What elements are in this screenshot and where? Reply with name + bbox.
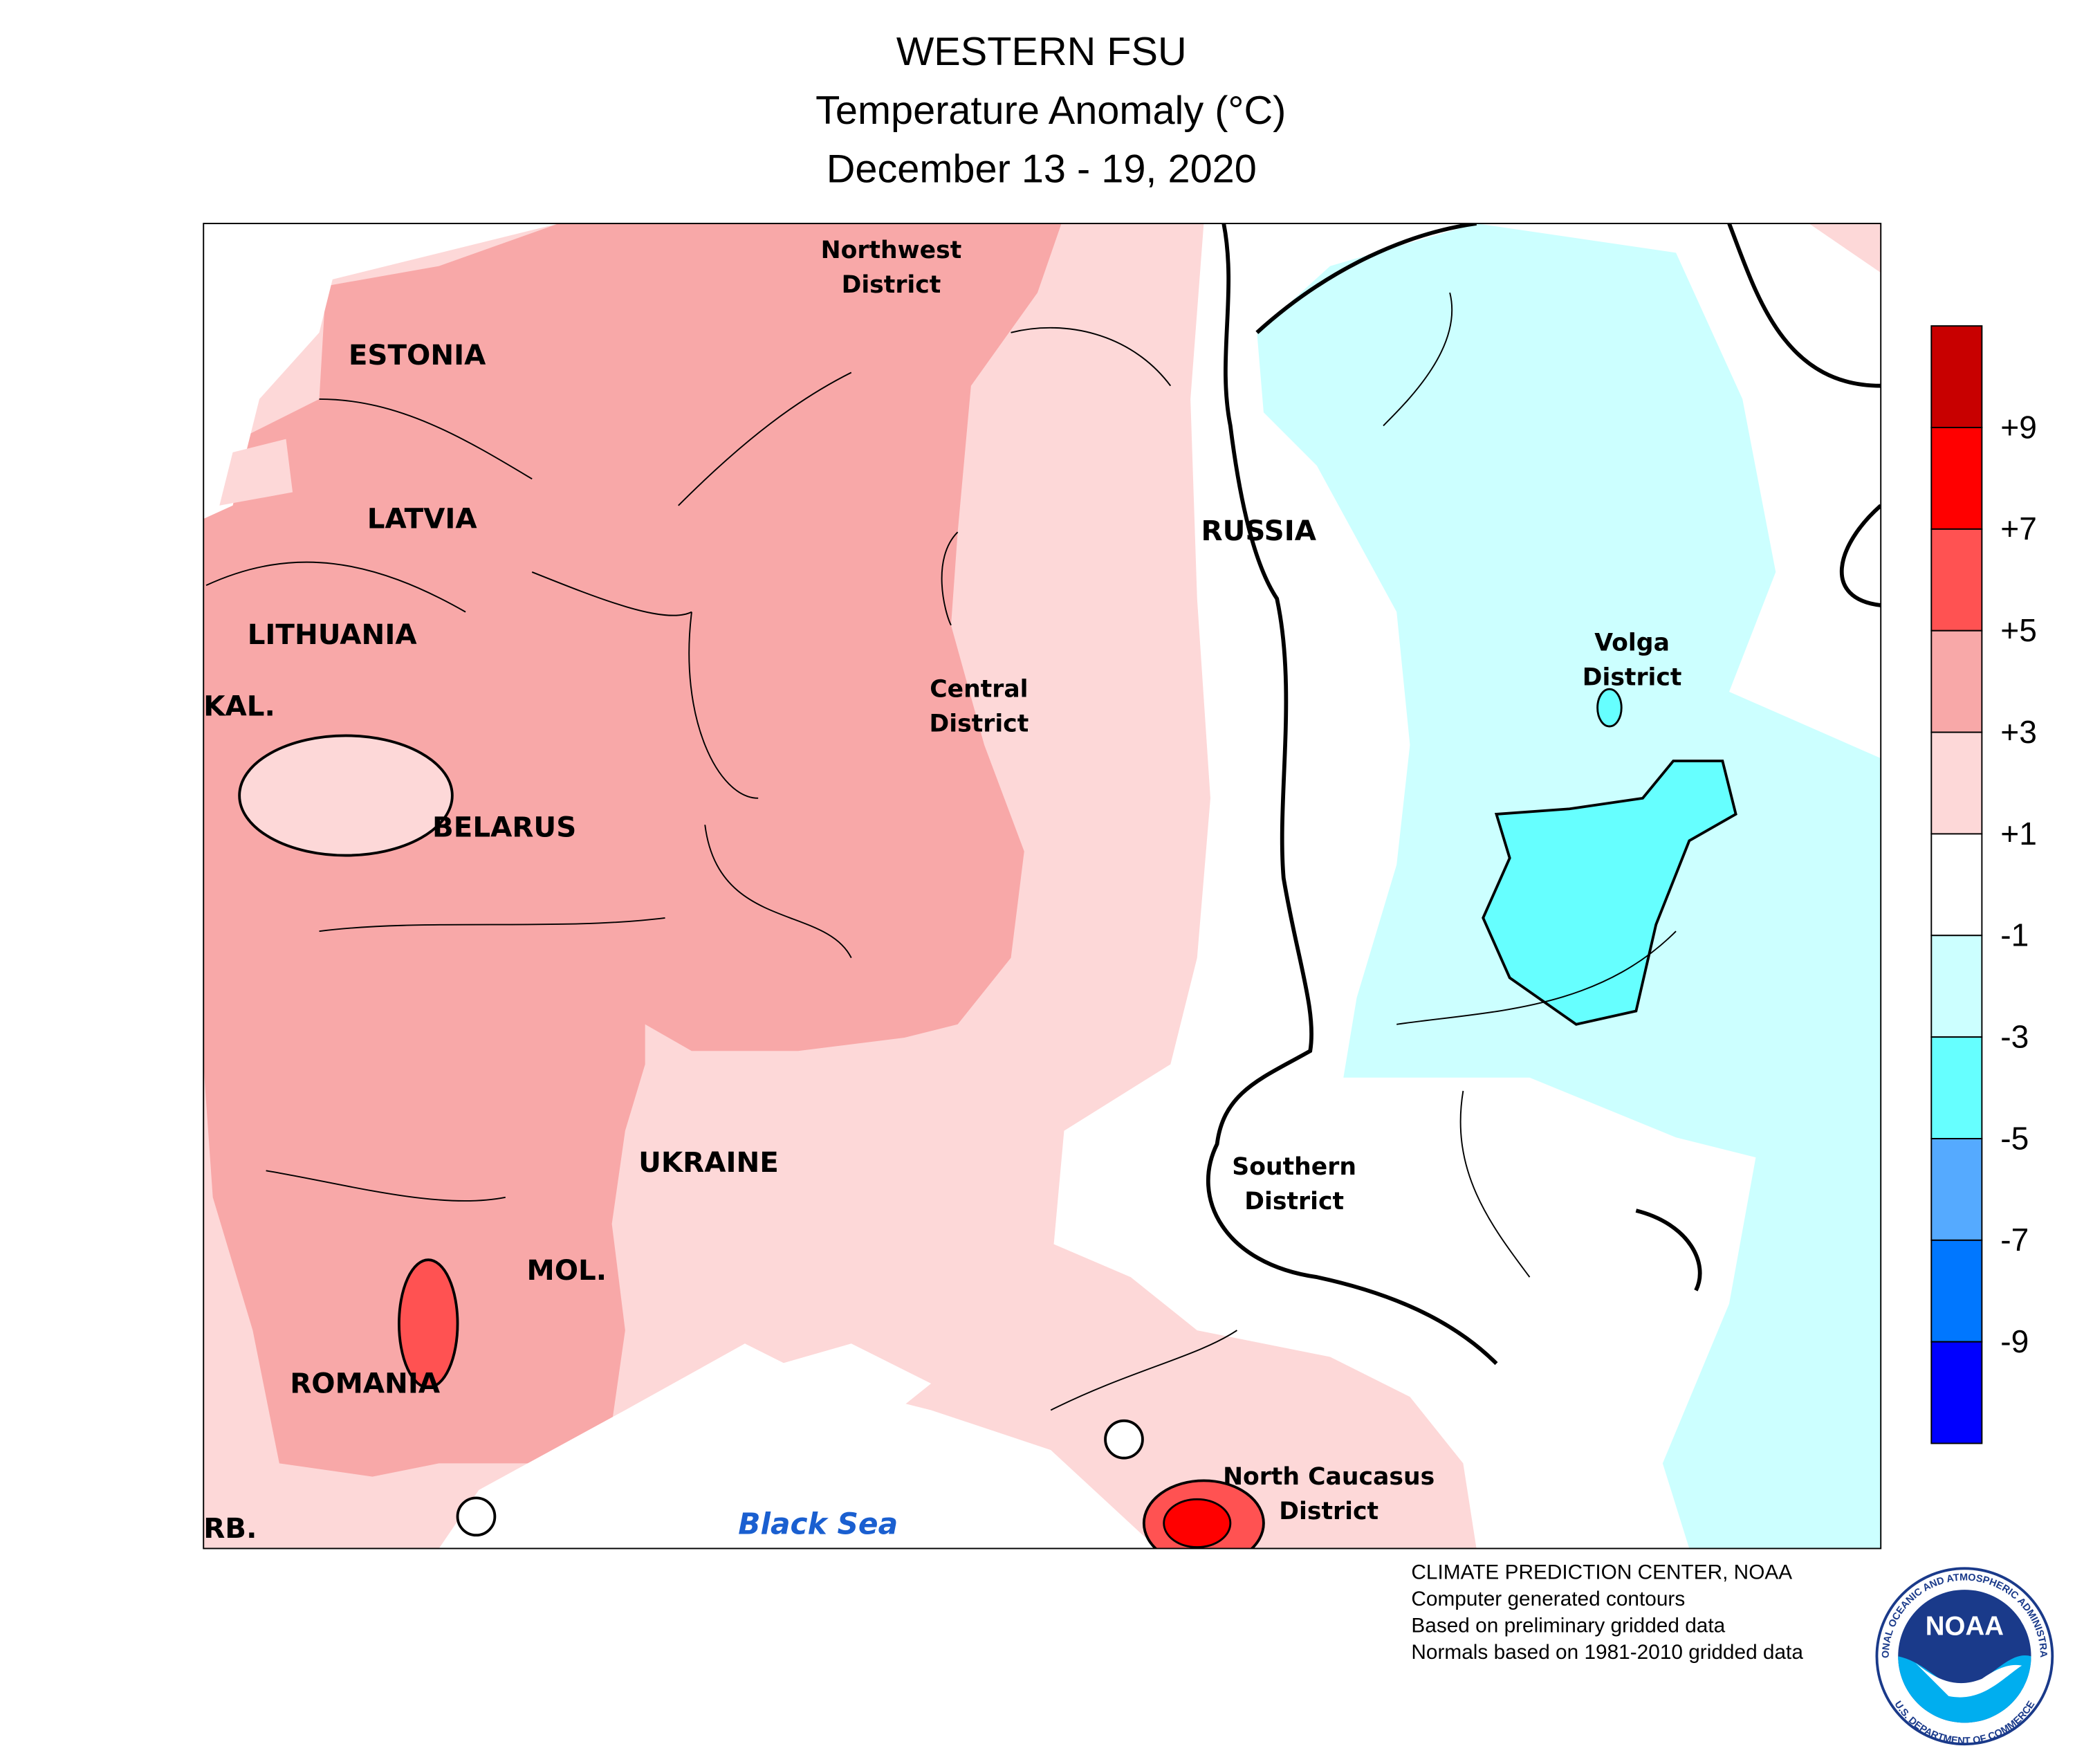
colorbar-swatch	[1930, 325, 1983, 428]
country-label: BELARUS	[432, 811, 576, 844]
district-label: Volga	[1594, 629, 1670, 656]
map	[203, 223, 1881, 1549]
footer-line: CLIMATE PREDICTION CENTER, NOAA	[1411, 1561, 1792, 1584]
country-label: ROMANIA	[290, 1367, 441, 1399]
country-label: LITHUANIA	[248, 618, 418, 651]
district-label: District	[1244, 1188, 1344, 1215]
colorbar-swatch	[1930, 427, 1983, 530]
district-label: District	[842, 271, 941, 299]
country-label: ESTONIA	[349, 339, 486, 371]
footer-line: Computer generated contours	[1411, 1588, 1685, 1610]
colorbar-swatch	[1930, 833, 1983, 937]
colorbar-swatch	[1930, 731, 1983, 835]
date: December 13 - 19, 2020	[827, 147, 1257, 191]
subtitle: Temperature Anomaly (°C)	[815, 89, 1286, 133]
district-label: District	[1279, 1498, 1378, 1525]
colorbar-tick-label: -1	[2000, 917, 2029, 953]
country-label: MOL.	[527, 1254, 607, 1287]
colorbar-swatch	[1930, 630, 1983, 733]
district-label: Southern	[1232, 1153, 1356, 1181]
colorbar-swatch	[1930, 1341, 1983, 1444]
footer-line: Normals based on 1981-2010 gridded data	[1411, 1641, 1803, 1664]
country-label: KAL.	[203, 690, 275, 723]
district-label: Central	[930, 676, 1028, 704]
colorbar-swatch	[1930, 1138, 1983, 1241]
district-label: Northwest	[821, 237, 962, 264]
map-frame	[203, 223, 1882, 1550]
colorbar-tick-label: -5	[2000, 1120, 2029, 1156]
country-label: RB.	[203, 1512, 257, 1545]
district-label: District	[1583, 663, 1682, 691]
colorbar-swatch	[1930, 528, 1983, 632]
title: WESTERN FSU	[896, 30, 1187, 74]
district-label: North Caucasus	[1223, 1463, 1435, 1491]
colorbar-swatch	[1930, 935, 1983, 1038]
colorbar-tick-label: +5	[2000, 612, 2037, 648]
district-label: District	[930, 710, 1029, 738]
sea-label: Black Sea	[738, 1507, 898, 1541]
footer-line: Based on preliminary gridded data	[1411, 1615, 1725, 1637]
map-labels: ESTONIA LATVIA LITHUANIA KAL. BELARUS UK…	[203, 237, 1681, 1545]
colorbar-tick-label: -3	[2000, 1019, 2029, 1055]
colorbar-tick-label: +1	[2000, 816, 2037, 852]
country-label: RUSSIA	[1201, 515, 1317, 547]
colorbar-tick-label: +9	[2000, 409, 2037, 445]
footer: CLIMATE PREDICTION CENTER, NOAA Computer…	[1411, 1561, 1803, 1664]
logo-text: NOAA	[1926, 1611, 2004, 1641]
country-label: LATVIA	[367, 502, 478, 535]
colorbar-tick-label: -9	[2000, 1323, 2029, 1359]
country-label: UKRAINE	[638, 1146, 779, 1179]
colorbar: +9 +7 +5 +3 +1 -1 -3 -5 -7 -9	[1930, 325, 2037, 1444]
colorbar-swatch	[1930, 1239, 1983, 1343]
colorbar-tick-label: +3	[2000, 714, 2037, 750]
colorbar-tick-label: +7	[2000, 511, 2037, 546]
colorbar-swatch	[1930, 1036, 1983, 1139]
colorbar-tick-label: -7	[2000, 1222, 2029, 1258]
